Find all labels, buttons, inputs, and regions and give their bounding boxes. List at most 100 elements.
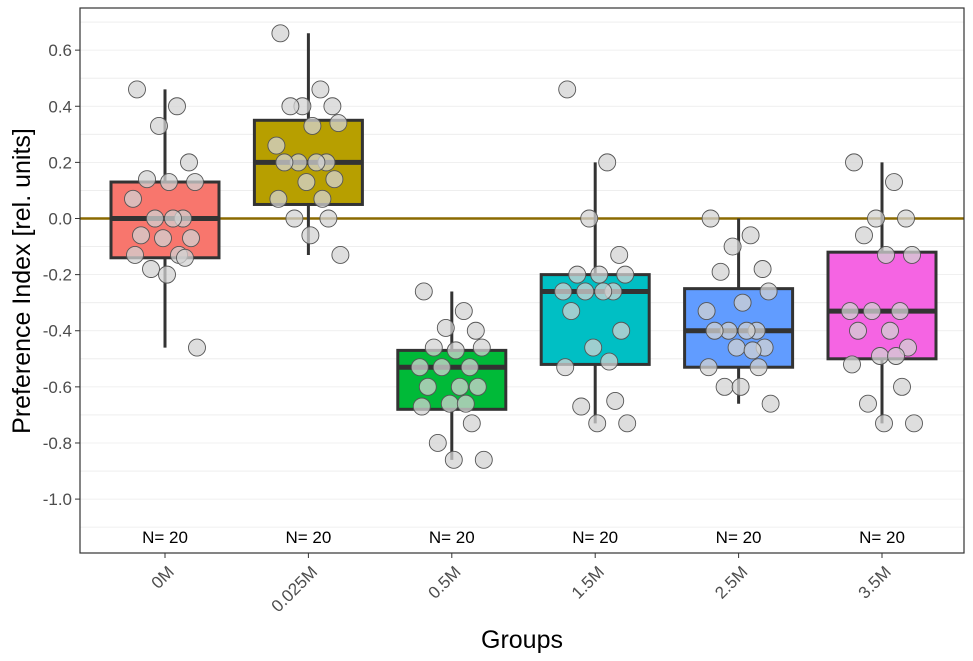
data-point — [905, 414, 923, 433]
data-points — [124, 24, 923, 469]
data-point — [138, 170, 156, 189]
data-point — [568, 265, 587, 284]
data-point — [180, 153, 198, 172]
data-point — [275, 153, 294, 172]
data-point — [897, 209, 915, 228]
data-point — [576, 282, 595, 301]
data-point — [753, 260, 772, 278]
data-point — [142, 260, 160, 278]
data-point — [556, 358, 575, 377]
data-point — [331, 246, 350, 264]
data-point — [418, 377, 437, 396]
data-point — [727, 338, 746, 357]
n-count-label: N= 20 — [572, 528, 618, 547]
data-point — [132, 226, 150, 245]
data-point — [741, 226, 760, 245]
data-point — [410, 358, 429, 377]
y-tick-label: -0.8 — [43, 434, 72, 453]
data-point — [432, 358, 451, 377]
y-axis-ticks: 0.6 0.4 0.2 0.0 -0.2 -0.4 -0.6 -0.8 -1.0 — [43, 41, 80, 509]
data-point — [436, 318, 455, 337]
data-point — [186, 173, 204, 191]
data-point — [580, 209, 599, 228]
data-point — [414, 282, 433, 301]
data-point — [598, 153, 617, 172]
data-point — [466, 321, 485, 340]
data-point — [128, 80, 146, 99]
data-point — [612, 321, 631, 340]
data-point — [468, 377, 487, 396]
x-tick-label: 0.025M — [268, 562, 322, 616]
data-point — [855, 226, 873, 245]
data-point — [303, 116, 322, 135]
data-point — [610, 246, 629, 264]
plot-background — [80, 8, 964, 553]
n-count-label: N= 20 — [285, 528, 331, 547]
data-point — [301, 226, 320, 245]
data-point — [412, 397, 431, 416]
x-tick-label: 3.5M — [855, 562, 895, 602]
data-point — [618, 414, 637, 433]
data-point — [285, 209, 304, 228]
data-point — [715, 377, 734, 396]
data-point — [584, 338, 603, 357]
data-point — [271, 24, 290, 43]
data-point — [146, 209, 164, 228]
data-point — [759, 282, 778, 301]
data-point — [182, 229, 200, 248]
data-point — [867, 209, 885, 228]
data-point — [311, 80, 330, 99]
data-point — [701, 209, 720, 228]
data-point — [154, 229, 172, 248]
data-point — [749, 358, 768, 377]
plot-border — [79, 7, 965, 554]
data-point — [843, 355, 861, 374]
data-point — [572, 397, 591, 416]
data-point — [588, 414, 607, 433]
data-point — [875, 414, 893, 433]
y-tick-label: 0.6 — [48, 41, 72, 60]
x-axis-ticks: 0M 0.025M 0.5M 1.5M 2.5M 3.5M — [148, 553, 895, 616]
data-point — [160, 173, 178, 191]
data-point — [150, 116, 168, 135]
data-point — [590, 265, 609, 284]
data-point — [281, 97, 300, 116]
data-point — [558, 80, 577, 99]
n-count-label: N= 20 — [142, 528, 188, 547]
data-point — [893, 377, 911, 396]
n-count-label: N= 20 — [429, 528, 475, 547]
x-tick-label: 0M — [148, 562, 178, 592]
data-point — [616, 265, 635, 284]
data-point — [554, 282, 573, 301]
data-point — [761, 394, 780, 413]
n-count-label: N= 20 — [859, 528, 905, 547]
data-point — [887, 347, 905, 365]
data-point — [472, 338, 491, 357]
data-point — [267, 136, 286, 155]
x-tick-label: 0.5M — [424, 562, 464, 602]
data-point — [319, 209, 338, 228]
data-point — [456, 394, 475, 413]
y-tick-label: 0.2 — [48, 153, 72, 172]
data-point — [871, 347, 889, 365]
y-tick-label: -1.0 — [43, 490, 72, 509]
y-tick-label: -0.6 — [43, 378, 72, 397]
data-point — [164, 209, 182, 228]
n-labels: N= 20 N= 20 N= 20 N= 20 N= 20 N= 20 — [142, 528, 905, 547]
data-point — [424, 338, 443, 357]
data-point — [440, 394, 459, 413]
data-point — [705, 321, 724, 340]
data-point — [600, 352, 619, 371]
data-point — [697, 302, 716, 321]
data-point — [188, 338, 206, 357]
data-point — [891, 302, 909, 321]
data-point — [903, 246, 921, 264]
y-tick-label: 0.0 — [48, 210, 72, 229]
data-point — [606, 391, 625, 410]
data-point — [307, 153, 326, 172]
data-point — [849, 321, 867, 340]
y-axis-title: Preference Index [rel. units] — [8, 128, 36, 434]
data-point — [446, 341, 465, 360]
data-point — [329, 114, 348, 133]
